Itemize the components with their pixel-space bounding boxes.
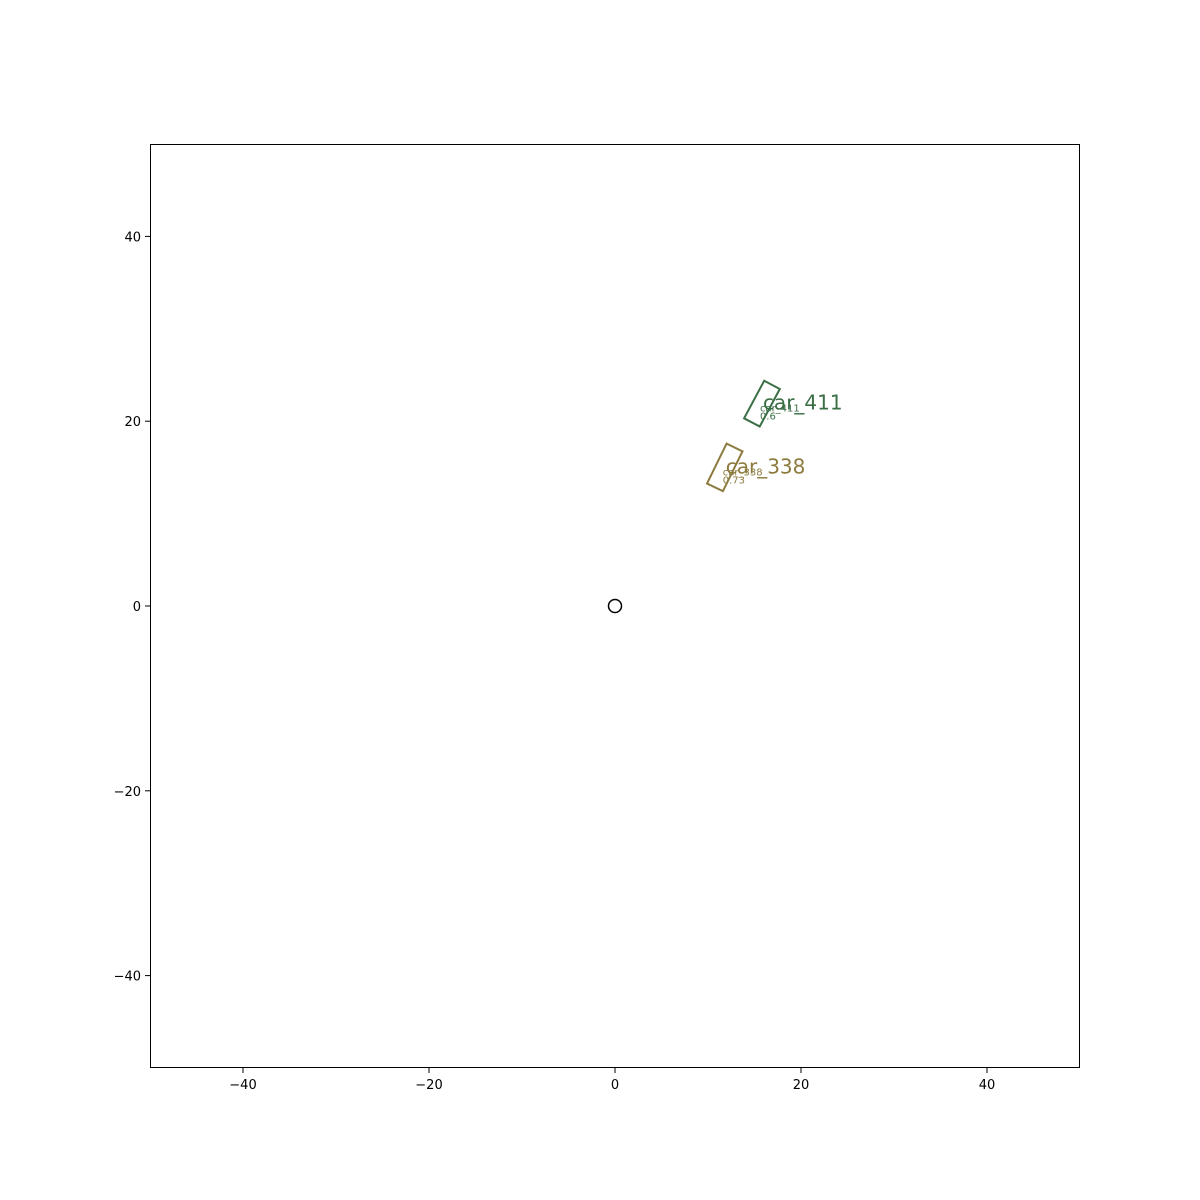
object-score-label: 0.6 xyxy=(760,412,776,423)
object-score-label: 0.73 xyxy=(723,475,745,486)
object-id-label: car_338 xyxy=(723,467,763,478)
ego-origin-marker xyxy=(607,598,623,614)
object-id-label: car_411 xyxy=(760,404,800,415)
y-tick-label: 0 xyxy=(133,600,141,615)
y-tick-label: −40 xyxy=(114,970,141,985)
x-tick-label: 20 xyxy=(793,1078,810,1093)
y-tick-label: 20 xyxy=(124,415,141,430)
x-tick-label: −40 xyxy=(229,1078,256,1093)
x-tick-label: 40 xyxy=(979,1078,996,1093)
object-box xyxy=(705,442,744,493)
y-tick-label: −20 xyxy=(114,785,141,800)
x-tick-label: 0 xyxy=(611,1078,619,1093)
y-axis: −40 −20 0 20 40 xyxy=(114,230,150,985)
origin-layer xyxy=(607,598,623,614)
x-tick-label: −20 xyxy=(415,1078,442,1093)
object-box xyxy=(742,379,782,428)
plot-area xyxy=(150,144,1080,1068)
object-label: car_338 xyxy=(726,454,806,478)
object-label: car_411 xyxy=(763,391,843,415)
y-tick-label: 40 xyxy=(124,230,141,245)
x-axis: −40 −20 0 20 40 xyxy=(229,1068,995,1093)
